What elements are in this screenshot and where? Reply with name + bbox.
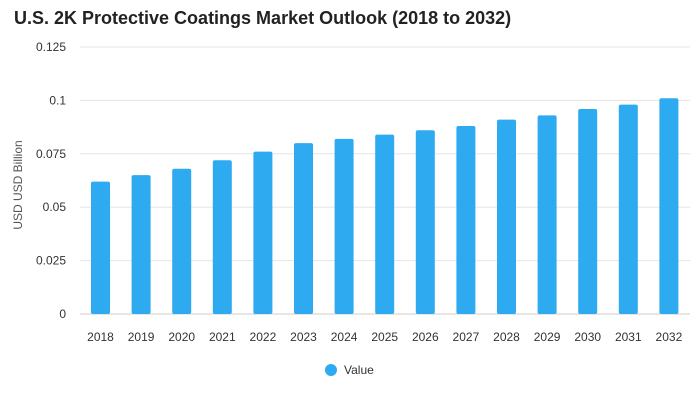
bar-2025[interactable] — [375, 134, 395, 314]
x-tick-label: 2029 — [534, 330, 561, 344]
y-tick-label: 0.125 — [36, 40, 66, 54]
bar-2018[interactable] — [91, 181, 110, 314]
bar-2026[interactable] — [415, 130, 435, 314]
bar-2029[interactable] — [537, 115, 557, 315]
y-tick-label: 0.05 — [43, 200, 67, 214]
bar-2027[interactable] — [456, 126, 476, 314]
y-tick-label: 0.025 — [36, 254, 66, 268]
x-tick-label: 2023 — [290, 330, 317, 344]
bars — [91, 98, 679, 315]
bar-2028[interactable] — [497, 119, 516, 315]
x-tick-label: 2022 — [250, 330, 277, 344]
x-tick-label: 2027 — [453, 330, 480, 344]
bar-2020[interactable] — [172, 168, 192, 314]
x-tick-label: 2024 — [331, 330, 358, 344]
legend-label: Value — [344, 363, 374, 377]
bar-2032[interactable] — [659, 98, 679, 314]
x-tick-label: 2018 — [87, 330, 114, 344]
x-tick-label: 2025 — [371, 330, 398, 344]
bar-2023[interactable] — [294, 143, 313, 314]
x-tick-label: 2031 — [615, 330, 642, 344]
x-tick-label: 2032 — [656, 330, 683, 344]
bar-2030[interactable] — [578, 108, 598, 314]
x-tick-label: 2028 — [493, 330, 520, 344]
x-axis-ticks: 2018 2019 2020 2021 2022 2023 2024 2025 2026 2027… — [87, 330, 682, 344]
x-tick-label: 2020 — [168, 330, 195, 344]
bar-2019[interactable] — [131, 175, 151, 314]
y-axis-ticks: 0 0.025 0.05 0.075 0.1 0.125 — [36, 40, 66, 321]
bar-2024[interactable] — [334, 138, 354, 314]
y-tick-label: 0.1 — [49, 93, 66, 107]
x-tick-label: 2021 — [209, 330, 236, 344]
x-tick-label: 2019 — [128, 330, 155, 344]
y-axis-label: USD USD Billion — [11, 140, 25, 229]
x-tick-label: 2026 — [412, 330, 439, 344]
x-tick-label: 2030 — [574, 330, 601, 344]
chart-title: U.S. 2K Protective Coatings Market Outlo… — [14, 8, 512, 28]
bar-2021[interactable] — [212, 160, 232, 314]
bar-2031[interactable] — [618, 104, 638, 314]
y-tick-label: 0.075 — [36, 147, 66, 161]
y-tick-label: 0 — [59, 307, 66, 321]
bar-2022[interactable] — [253, 151, 273, 314]
legend[interactable]: Value — [325, 363, 374, 377]
legend-marker — [325, 364, 337, 376]
